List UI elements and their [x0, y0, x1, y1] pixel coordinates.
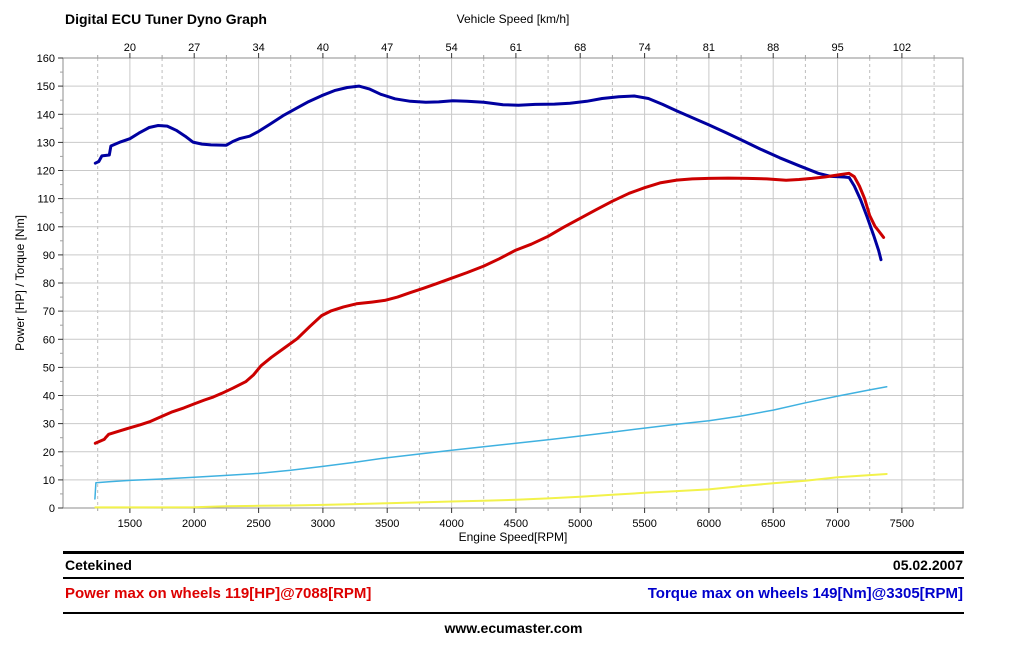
- svg-text:74: 74: [638, 42, 650, 54]
- svg-text:5000: 5000: [568, 518, 592, 530]
- svg-text:6500: 6500: [761, 518, 785, 530]
- separator-rule-top: [63, 551, 964, 554]
- svg-text:100: 100: [37, 222, 55, 234]
- svg-text:110: 110: [37, 194, 55, 206]
- svg-text:30: 30: [43, 419, 55, 431]
- svg-text:27: 27: [188, 42, 200, 54]
- date-label: 05.02.2007: [892, 557, 963, 573]
- operator-name-label: Cetekined: [65, 557, 132, 573]
- svg-text:160: 160: [37, 53, 55, 65]
- svg-text:0: 0: [49, 503, 55, 515]
- top-axis-label: Vehicle Speed [km/h]: [456, 12, 570, 26]
- svg-text:68: 68: [574, 42, 586, 54]
- torque-max-label: Torque max on wheels 149[Nm]@3305[RPM]: [647, 585, 963, 602]
- svg-text:4500: 4500: [504, 518, 528, 530]
- separator-rule-bottom: [63, 612, 964, 614]
- svg-text:3000: 3000: [311, 518, 335, 530]
- svg-text:2500: 2500: [246, 518, 270, 530]
- separator-rule-middle: [63, 577, 964, 579]
- svg-text:81: 81: [703, 42, 715, 54]
- svg-text:60: 60: [43, 334, 55, 346]
- svg-text:47: 47: [381, 42, 393, 54]
- svg-text:61: 61: [510, 42, 522, 54]
- svg-text:40: 40: [43, 391, 55, 403]
- series-cyan-line: [94, 386, 888, 500]
- svg-text:20: 20: [124, 42, 136, 54]
- svg-text:40: 40: [317, 42, 329, 54]
- y-axis-label: Power [HP] / Torque [Nm]: [13, 215, 27, 351]
- svg-text:90: 90: [43, 250, 55, 262]
- series-yellow-line: [94, 473, 888, 509]
- series-torque-nm: [93, 84, 883, 262]
- svg-text:150: 150: [37, 81, 55, 93]
- svg-text:130: 130: [37, 137, 55, 149]
- x-axis-label: Engine Speed[RPM]: [458, 530, 568, 544]
- svg-text:1500: 1500: [118, 518, 142, 530]
- chart-title: Digital ECU Tuner Dyno Graph: [65, 11, 267, 27]
- svg-text:5500: 5500: [632, 518, 656, 530]
- svg-text:3500: 3500: [375, 518, 399, 530]
- website-label: www.ecumaster.com: [444, 620, 583, 636]
- power-max-label: Power max on wheels 119[HP]@7088[RPM]: [65, 585, 372, 602]
- svg-text:7000: 7000: [825, 518, 849, 530]
- svg-text:4000: 4000: [439, 518, 463, 530]
- svg-text:102: 102: [893, 42, 911, 54]
- svg-text:34: 34: [252, 42, 264, 54]
- svg-text:20: 20: [43, 447, 55, 459]
- svg-text:70: 70: [43, 306, 55, 318]
- svg-text:6000: 6000: [697, 518, 721, 530]
- svg-text:54: 54: [445, 42, 457, 54]
- svg-text:7500: 7500: [890, 518, 914, 530]
- svg-text:10: 10: [43, 475, 55, 487]
- series-power-hp: [93, 171, 886, 445]
- svg-text:140: 140: [37, 109, 55, 121]
- svg-text:2000: 2000: [182, 518, 206, 530]
- svg-text:95: 95: [831, 42, 843, 54]
- dyno-chart-canvas: Power [HP] / Torque [Nm] 150020200027250…: [13, 42, 964, 530]
- svg-text:80: 80: [43, 278, 55, 290]
- svg-text:50: 50: [43, 362, 55, 374]
- svg-text:120: 120: [37, 166, 55, 178]
- svg-text:88: 88: [767, 42, 779, 54]
